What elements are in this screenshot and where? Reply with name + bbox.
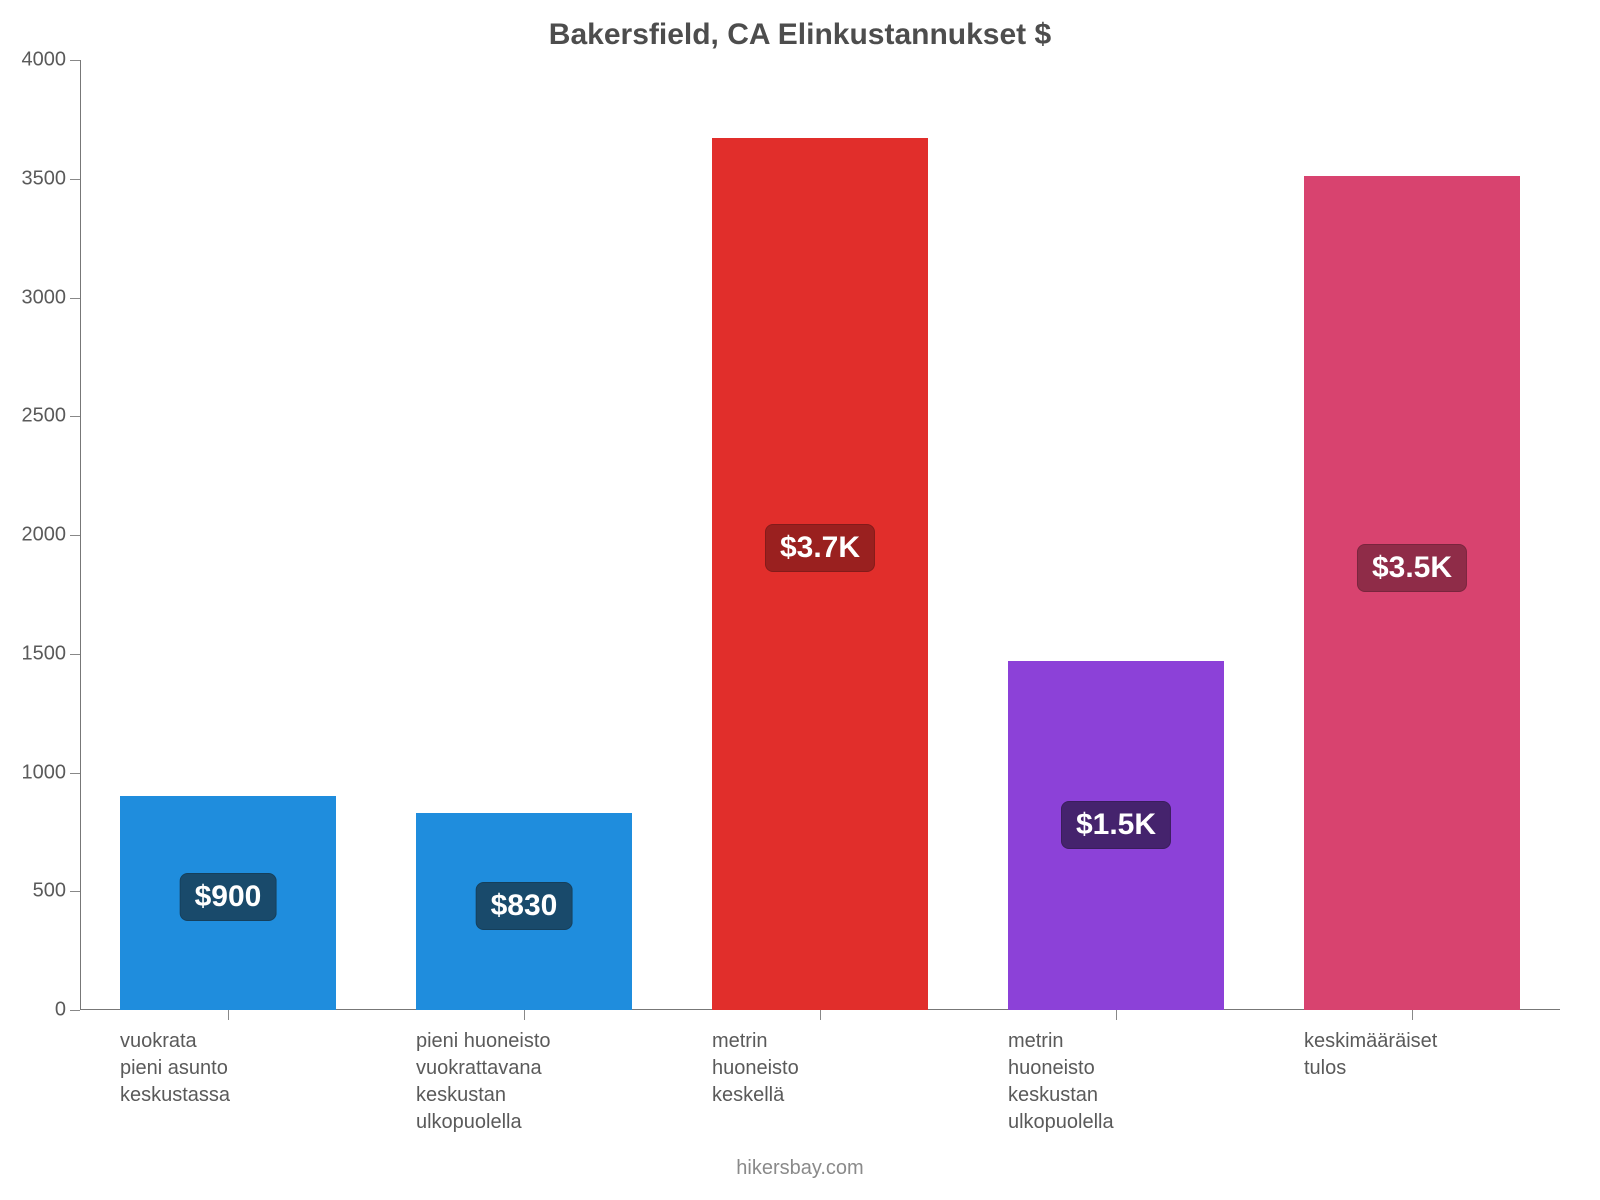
x-axis-label: metrin huoneisto keskellä bbox=[712, 1010, 948, 1109]
y-tick-label: 3500 bbox=[22, 167, 81, 190]
bar-value-label: $900 bbox=[180, 873, 277, 921]
y-tick-label: 3000 bbox=[22, 286, 81, 309]
bar-value-label: $3.5K bbox=[1357, 544, 1467, 592]
y-tick-label: 2000 bbox=[22, 524, 81, 547]
bar: $830 bbox=[416, 813, 632, 1010]
bar: $1.5K bbox=[1008, 661, 1224, 1010]
y-tick-label: 1500 bbox=[22, 642, 81, 665]
bar-value-label: $830 bbox=[476, 882, 573, 930]
plot-area: 05001000150020002500300035004000$900vuok… bbox=[80, 60, 1560, 1010]
y-tick-label: 500 bbox=[33, 880, 80, 903]
x-axis-label: pieni huoneisto vuokrattavana keskustan … bbox=[416, 1010, 652, 1136]
bar-value-label: $1.5K bbox=[1061, 801, 1171, 849]
source-text: hikersbay.com bbox=[0, 1157, 1600, 1180]
chart-title: Bakersfield, CA Elinkustannukset $ bbox=[0, 18, 1600, 52]
x-axis-label: keskimääräiset tulos bbox=[1304, 1010, 1540, 1082]
y-tick-label: 2500 bbox=[22, 405, 81, 428]
bar: $900 bbox=[120, 796, 336, 1010]
y-axis bbox=[80, 60, 81, 1010]
x-axis-label: vuokrata pieni asunto keskustassa bbox=[120, 1010, 356, 1109]
y-tick-label: 0 bbox=[55, 999, 80, 1022]
bar: $3.7K bbox=[712, 138, 928, 1010]
y-tick-label: 1000 bbox=[22, 761, 81, 784]
x-axis-label: metrin huoneisto keskustan ulkopuolella bbox=[1008, 1010, 1244, 1136]
bar-value-label: $3.7K bbox=[765, 524, 875, 572]
chart-container: Bakersfield, CA Elinkustannukset $ 05001… bbox=[0, 0, 1600, 1200]
bar: $3.5K bbox=[1304, 176, 1520, 1010]
y-tick-label: 4000 bbox=[22, 49, 81, 72]
